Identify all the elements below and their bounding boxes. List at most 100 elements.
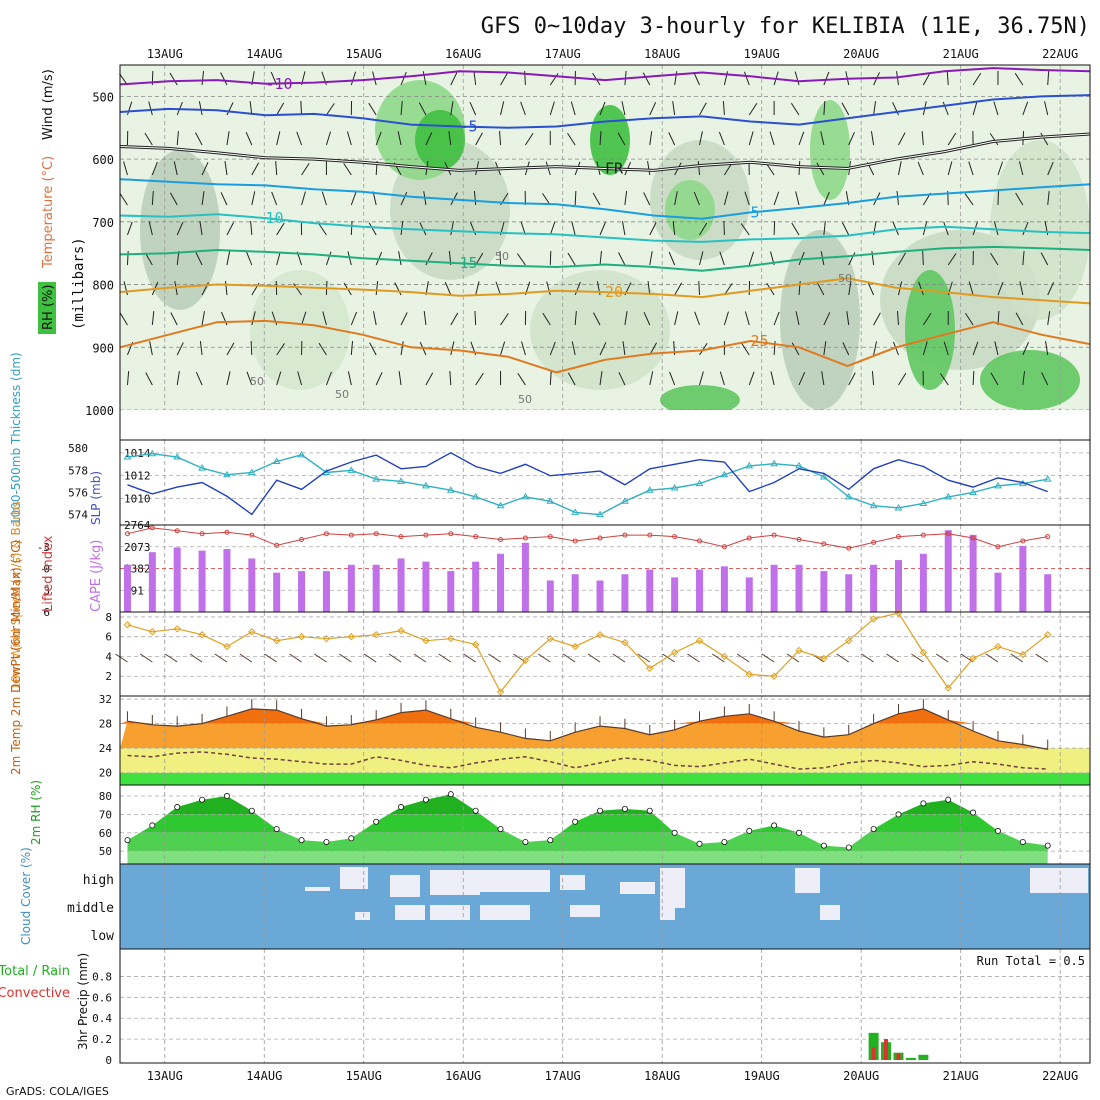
upper-wind-barb (1022, 101, 1029, 116)
upper-wind-barb (500, 341, 506, 356)
upper-wind-barb (469, 102, 477, 116)
upper-wind-barb (296, 131, 303, 146)
surface-wind-barb (363, 653, 377, 663)
bottom-date-label: 17AUG (545, 1069, 581, 1083)
cape-bar (1044, 574, 1052, 612)
cape-bar (969, 534, 977, 612)
upper-wind-barb (347, 371, 352, 386)
wind-speed-point (770, 672, 778, 680)
precip-tick-label: 0.4 (92, 1012, 112, 1025)
rh-point (572, 818, 579, 825)
upper-wind-barb (475, 281, 480, 296)
wind-speed-point (123, 621, 132, 629)
upper-wind-barb (226, 222, 234, 236)
upper-wind-barb (599, 371, 603, 386)
thickness-point (223, 470, 231, 478)
surface-wind-barb (1010, 653, 1024, 663)
upper-wind-barb (521, 341, 526, 356)
precip-convective-bar (896, 1053, 901, 1060)
upper-wind-barb (897, 161, 902, 176)
precip-tick-label: 0 (105, 1054, 112, 1067)
rh-band (127, 851, 1048, 864)
upper-wind-barb (251, 162, 260, 176)
temp-band-yellow (120, 748, 1090, 773)
temp-tick-label: 20 (99, 767, 112, 780)
upper-wind-barb (599, 101, 606, 116)
upper-wind-barb (972, 370, 975, 386)
upper-wind-barb (425, 252, 433, 266)
upper-wind-barb (549, 101, 555, 116)
wind-tick-label: 8 (105, 611, 112, 624)
upper-wind-barb (350, 311, 358, 326)
lifted-index-point (448, 531, 454, 537)
upper-wind-barb (517, 372, 526, 386)
wind-speed-point (447, 634, 455, 643)
cape-bar (745, 577, 753, 612)
wind-speed-point (969, 654, 977, 663)
upper-wind-barb (394, 282, 402, 296)
upper-wind-barb (649, 371, 654, 386)
rh-point (796, 829, 803, 836)
slp-line (127, 452, 1048, 516)
precip-frame (119, 948, 1091, 1064)
thickness-point (770, 459, 779, 467)
upper-wind-barb (848, 372, 856, 386)
upper-wind-barb (297, 371, 303, 386)
cloud-gap (795, 868, 820, 893)
upper-wind-barb (375, 281, 379, 296)
rh-band (127, 832, 1048, 852)
wind-speed-point (546, 634, 554, 643)
upper-wind-barb (276, 371, 282, 386)
upper-wind-barb (276, 131, 281, 146)
rh-legend-swatch (38, 282, 56, 334)
upper-wind-barb (643, 192, 651, 206)
lifted-index-point (547, 534, 553, 540)
temp-tick-label: 28 (99, 718, 112, 731)
rh-high-region (415, 110, 465, 170)
run-total-label: Run Total = 0.5 (977, 954, 1085, 968)
rh-point (721, 838, 728, 845)
upper-wind-barb (119, 192, 128, 206)
upper-wind-barb (475, 132, 483, 146)
upper-wind-barb (250, 221, 253, 236)
upper-wind-barb (744, 311, 750, 326)
upper-wind-barb (968, 281, 974, 296)
surface-wind-barb (712, 653, 725, 663)
wind-speed-point (621, 638, 629, 647)
upper-wind-barb (220, 192, 228, 206)
upper-wind-barb (444, 281, 452, 296)
wind-speed-point (919, 648, 928, 657)
rh-point (223, 793, 230, 800)
upper-wind-barb (1041, 372, 1049, 386)
upper-wind-barb (820, 131, 825, 146)
upper-wind-barb (748, 251, 755, 266)
wind-speed-point (820, 654, 828, 663)
upper-wind-barb (699, 251, 704, 266)
cloud-gap (395, 905, 425, 920)
temp-band-green (120, 772, 1090, 785)
upper-wind-barb (621, 221, 626, 236)
cape-bar (521, 542, 529, 612)
pressure-tick-label: 600 (92, 153, 114, 167)
temp-area-hot (120, 708, 1048, 724)
isotherm-line (119, 67, 1091, 86)
cloud-gap (470, 870, 550, 892)
cape-bar (696, 569, 704, 612)
thickness-tick-label: 576 (68, 486, 88, 499)
rh-point (422, 796, 429, 803)
surface-wind-barb (239, 653, 253, 663)
upper-wind-barb (224, 161, 228, 176)
rh-tick-label: 50 (99, 845, 112, 858)
upper-wind-barb (251, 311, 256, 326)
lifted-index-point (174, 528, 180, 534)
surface-wind-barb (612, 653, 626, 663)
rh-high-region (665, 180, 715, 240)
rh-point (870, 826, 877, 833)
wind-speed-point (422, 636, 430, 645)
cape-tick-label: 2073 (124, 541, 151, 554)
upper-wind-barb (722, 100, 725, 116)
slp-tick-label: 1010 (124, 492, 151, 505)
upper-wind-barb (1047, 282, 1055, 296)
cape-bar (472, 561, 480, 612)
wind-speed-point (1044, 631, 1052, 639)
